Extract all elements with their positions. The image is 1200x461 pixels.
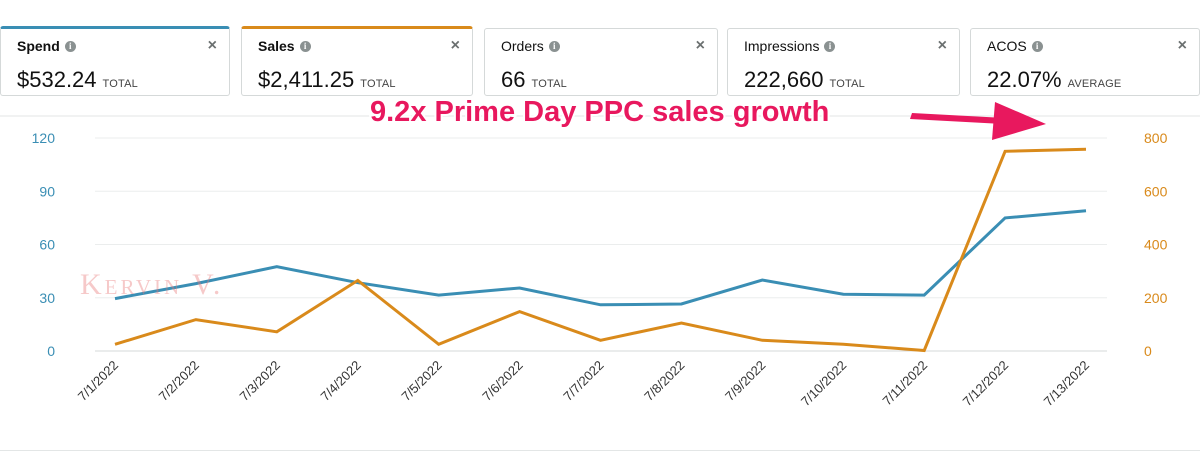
x-tick-label: 7/6/2022: [479, 358, 525, 404]
y-left-tick-label: 90: [39, 183, 55, 199]
metric-tile-sales[interactable]: Sales i × $2,411.25 TOTAL: [241, 26, 473, 96]
metric-value: $532.24 TOTAL: [17, 67, 138, 92]
arrow-head-icon: [992, 102, 1046, 140]
x-tick-label: 7/1/2022: [75, 358, 121, 404]
metric-value: 222,660 TOTAL: [744, 67, 865, 92]
line-chart: 0 30 60 90 120 0 200 400 600 800 7/1/2022 7/2/2022 7…: [0, 100, 1200, 410]
bottom-divider: [0, 450, 1200, 451]
series-line-spend: [114, 209, 1087, 307]
close-icon[interactable]: ×: [450, 37, 460, 54]
metric-value: 22.07% AVERAGE: [987, 67, 1122, 92]
y-left-tick-label: 60: [39, 237, 55, 253]
metric-label: Sales i: [258, 38, 311, 54]
y-right-tick-label: 0: [1144, 343, 1152, 359]
series-line-sales: [114, 147, 1087, 353]
y-right-tick-label: 600: [1144, 183, 1168, 199]
x-tick-label: 7/9/2022: [722, 358, 768, 404]
metric-label: ACOS i: [987, 38, 1043, 54]
metric-tile-impressions[interactable]: Impressions i × 222,660 TOTAL: [727, 28, 960, 96]
x-tick-label: 7/2/2022: [156, 358, 202, 404]
info-icon[interactable]: i: [1031, 40, 1043, 52]
info-icon[interactable]: i: [299, 40, 311, 52]
y-right-tick-label: 800: [1144, 130, 1168, 146]
x-tick-label: 7/13/2022: [1041, 358, 1093, 410]
close-icon[interactable]: ×: [207, 37, 217, 54]
x-tick-label: 7/10/2022: [798, 358, 850, 410]
info-icon[interactable]: i: [548, 40, 560, 52]
x-tick-label: 7/4/2022: [317, 358, 363, 404]
info-icon[interactable]: i: [64, 40, 76, 52]
x-tick-label: 7/12/2022: [960, 358, 1012, 410]
x-tick-label: 7/11/2022: [879, 358, 930, 409]
metric-label: Spend i: [17, 38, 76, 54]
close-icon[interactable]: ×: [1177, 37, 1187, 54]
watermark: Kervin V.: [80, 268, 224, 301]
close-icon[interactable]: ×: [937, 37, 947, 54]
metric-tile-spend[interactable]: Spend i × $532.24 TOTAL: [0, 26, 230, 96]
info-icon[interactable]: i: [824, 40, 836, 52]
y-right-tick-label: 200: [1144, 290, 1168, 306]
metric-label: Impressions i: [744, 38, 836, 54]
arrow-icon: [910, 113, 1005, 124]
metric-tiles: Spend i × $532.24 TOTAL Sales i × $2,411.25…: [0, 0, 1200, 100]
x-tick-label: 7/3/2022: [237, 358, 283, 404]
y-left-tick-label: 120: [32, 130, 56, 146]
y-right-tick-label: 400: [1144, 237, 1168, 253]
y-left-tick-label: 30: [39, 290, 55, 306]
annotation-text: 9.2x Prime Day PPC sales growth: [370, 100, 829, 128]
metric-label: Orders i: [501, 38, 560, 54]
x-tick-label: 7/5/2022: [398, 358, 444, 404]
metric-tile-acos[interactable]: ACOS i × 22.07% AVERAGE: [970, 28, 1200, 96]
close-icon[interactable]: ×: [695, 37, 705, 54]
y-left-tick-label: 0: [47, 343, 55, 359]
metric-value: $2,411.25 TOTAL: [258, 67, 396, 92]
x-tick-label: 7/8/2022: [641, 358, 687, 404]
metric-value: 66 TOTAL: [501, 67, 567, 92]
metric-tile-orders[interactable]: Orders i × 66 TOTAL: [484, 28, 718, 96]
x-tick-label: 7/7/2022: [560, 358, 606, 404]
